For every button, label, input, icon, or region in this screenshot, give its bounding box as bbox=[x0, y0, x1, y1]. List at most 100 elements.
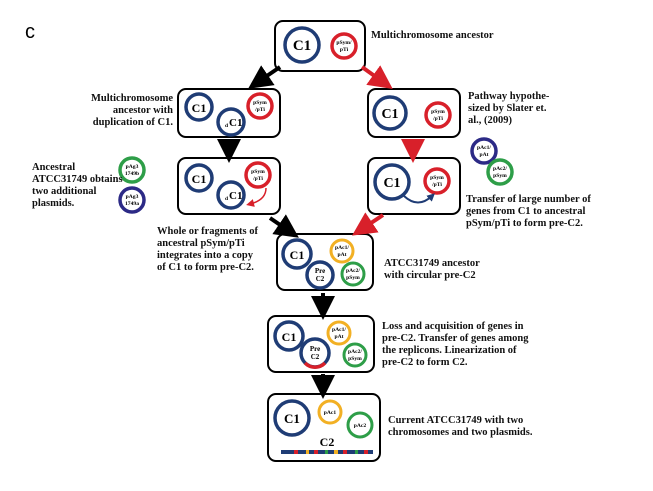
psym-label-1: pSym/ bbox=[336, 40, 352, 46]
flow-arrows bbox=[217, 65, 425, 399]
caption-line: ancestor with bbox=[113, 105, 173, 116]
pac2-circle bbox=[342, 342, 368, 368]
pac2-label-2: pSym bbox=[348, 356, 362, 362]
pag3-1749a-circle bbox=[118, 186, 146, 214]
caption-line: Pathway hypothe- bbox=[468, 91, 550, 102]
c1-label: C1 bbox=[192, 172, 207, 186]
pac1-label-2: pAt bbox=[334, 334, 343, 340]
caption-transfer: Transfer of large number of genes from C… bbox=[466, 194, 591, 229]
pag3-1749b-circle bbox=[118, 156, 146, 184]
arrow-ancestor-to-slater bbox=[360, 65, 393, 89]
arrow-ancestor-to-dup bbox=[248, 65, 282, 89]
box-current: C1 pAc1 pAc2 C2 bbox=[267, 393, 381, 462]
caption-line: of C1 to form pre-C2. bbox=[157, 262, 254, 273]
pac1-side-circle bbox=[470, 137, 498, 165]
c1-label: C1 bbox=[293, 38, 311, 54]
c1-label: C1 bbox=[290, 248, 305, 262]
pac2-side-circle bbox=[486, 158, 514, 186]
prec2-label-1: Pre bbox=[315, 267, 325, 275]
caption-line: chromosomes and two plasmids. bbox=[388, 427, 533, 438]
pac1-side-label-2: pAt bbox=[479, 152, 488, 158]
box-slater: C1 pSym /pTi bbox=[367, 88, 461, 138]
c1-label: C1 bbox=[381, 107, 398, 122]
box-pag-acquisition: C1 d C1 pSym /pTi bbox=[177, 157, 281, 215]
caption-line: pre-C2. Transfer of genes among bbox=[382, 333, 529, 344]
prec2-circle bbox=[305, 260, 335, 290]
caption-line: ancestral pSym/pTi bbox=[157, 238, 245, 249]
pac1-label-1: pAc1/ bbox=[335, 245, 349, 251]
gene-transfer-arrow bbox=[403, 193, 435, 204]
dc1-sub-label: d bbox=[225, 123, 228, 129]
caption-slater: Pathway hypothe- sized by Slater et. al.… bbox=[468, 91, 550, 126]
box-linearization: C1 Pre C2 pAc1/ pAt pAc2/ pSym bbox=[267, 315, 375, 373]
psym-label-1: pSym bbox=[430, 175, 444, 181]
dc1-label: C1 bbox=[229, 117, 242, 129]
c1-label: C1 bbox=[383, 176, 400, 191]
chromosome-dc1-circle bbox=[216, 107, 246, 137]
caption-line: two additional bbox=[32, 186, 97, 197]
prec2-psym-segment bbox=[303, 361, 327, 369]
pag-bottom-label-2: 1749a bbox=[125, 201, 139, 207]
pac2-side-label-2: pSym bbox=[493, 173, 507, 179]
caption-atcc-left: Ancestral ATCC31749 obtains two addition… bbox=[32, 162, 123, 209]
caption-line: the replicons. Linearization of bbox=[382, 345, 517, 356]
pac1-circle bbox=[326, 320, 352, 346]
caption-loss: Loss and acquisition of genes in pre-C2.… bbox=[382, 321, 529, 368]
prec2-label-2: C2 bbox=[311, 353, 320, 361]
psym-label-2: pTi bbox=[340, 47, 349, 53]
arrow-pag-to-circular bbox=[268, 214, 299, 238]
caption-line: al., (2009) bbox=[468, 115, 513, 126]
pac2-label-1: pAc2/ bbox=[346, 268, 360, 274]
caption-line: integrates into a copy bbox=[157, 250, 254, 261]
box-transfer: C1 pSym /pTi bbox=[367, 157, 461, 215]
psym-label-1: pSym bbox=[431, 109, 445, 115]
chromosome-c1-circle bbox=[273, 399, 311, 437]
chromosome-c1-circle bbox=[184, 92, 214, 122]
pac2-label-1: pAc2/ bbox=[348, 349, 362, 355]
pac2-circle bbox=[346, 411, 374, 439]
pac2-label: pAc2 bbox=[354, 423, 367, 429]
pac1-label: pAc1 bbox=[324, 410, 337, 416]
caption-duplication: Multichromosome ancestor with duplicatio… bbox=[91, 93, 173, 128]
psym-label-1: pSym bbox=[253, 100, 267, 106]
caption-line: Whole or fragments of bbox=[157, 226, 258, 237]
caption-line: with circular pre-C2 bbox=[384, 270, 476, 281]
c2-label: C2 bbox=[320, 435, 335, 449]
linear-c2-bar bbox=[281, 450, 373, 454]
chromosome-c1-circle bbox=[283, 26, 321, 64]
box-ancestor: C1 pSym/ pTi bbox=[274, 20, 366, 72]
box-duplication: C1 d C1 pSym /pTi bbox=[177, 88, 281, 138]
prec2-label-2: C2 bbox=[316, 275, 325, 283]
chromosome-c1-circle bbox=[184, 163, 214, 193]
caption-line: Ancestral bbox=[32, 162, 75, 173]
chromosome-c1-circle bbox=[281, 238, 313, 270]
c1-label: C1 bbox=[192, 101, 207, 115]
prec2-label-1: Pre bbox=[310, 345, 320, 353]
dc1-label: C1 bbox=[229, 190, 242, 202]
integration-arrow bbox=[246, 187, 267, 207]
caption-line: genes from C1 to ancestral bbox=[466, 206, 585, 217]
chromosome-c1-circle bbox=[273, 320, 305, 352]
box-circular-prec2: C1 Pre C2 pAc1/ pAt pAc2/ pSym bbox=[276, 233, 374, 291]
panel-label: c bbox=[25, 21, 35, 43]
psym-plasmid-circle bbox=[424, 101, 452, 129]
pag-top-label-2: 1749b bbox=[125, 171, 139, 177]
caption-line: duplication of C1. bbox=[93, 117, 174, 128]
psym-plasmid-circle bbox=[246, 92, 274, 120]
pac1-circle bbox=[317, 399, 343, 425]
pac1-circle bbox=[329, 238, 355, 264]
caption-integrate: Whole or fragments of ancestral pSym/pTi… bbox=[157, 226, 258, 273]
psym-label-1: pSym bbox=[251, 169, 265, 175]
caption-line: plasmids. bbox=[32, 198, 75, 209]
psym-label-2: /pTi bbox=[432, 116, 443, 122]
caption-line: Multichromosome ancestor bbox=[371, 30, 494, 41]
pag-bottom-label-1: pAg3 bbox=[126, 194, 139, 200]
pac1-side-label-1: pAc1/ bbox=[477, 145, 491, 151]
dc1-sub-label: d bbox=[225, 196, 228, 202]
caption-line: Transfer of large number of bbox=[466, 194, 591, 205]
psym-label-2: /pTi bbox=[254, 107, 265, 113]
caption-circular: ATCC31749 ancestor with circular pre-C2 bbox=[384, 258, 480, 281]
pac1-label-2: pAt bbox=[337, 252, 346, 258]
caption-line: ATCC31749 obtains bbox=[32, 174, 123, 185]
arrow-transfer-to-circular bbox=[352, 212, 385, 236]
